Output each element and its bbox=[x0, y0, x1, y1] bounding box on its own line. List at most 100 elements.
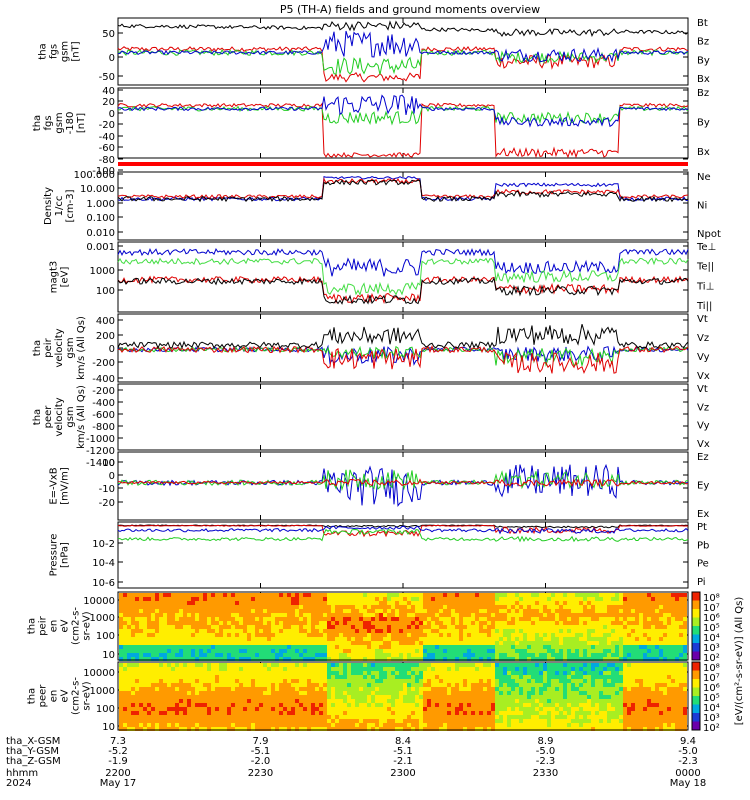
spectrogram-cell bbox=[243, 621, 247, 625]
spectrogram-cell bbox=[363, 601, 367, 605]
spectrogram-cell bbox=[127, 609, 131, 613]
spectrogram-cell bbox=[359, 723, 363, 727]
spectrogram-cell bbox=[447, 671, 451, 675]
spectrogram-cell bbox=[299, 683, 303, 687]
spectrogram-cell bbox=[511, 695, 515, 699]
spectrogram-cell bbox=[307, 699, 311, 703]
spectrogram-cell bbox=[143, 727, 147, 731]
spectrogram-cell bbox=[479, 657, 483, 661]
spectrogram-cell bbox=[235, 679, 239, 683]
spectrogram-cell bbox=[527, 649, 531, 653]
spectrogram-cell bbox=[179, 597, 183, 601]
spectrogram-cell bbox=[271, 715, 275, 719]
spectrogram-cell bbox=[431, 605, 435, 609]
spectrogram-cell bbox=[411, 641, 415, 645]
spectrogram-cell bbox=[499, 667, 503, 671]
spectrogram-cell bbox=[319, 679, 323, 683]
spectrogram-cell bbox=[247, 657, 251, 661]
spectrogram-cell bbox=[623, 695, 627, 699]
spectrogram-cell bbox=[579, 687, 583, 691]
spectrogram-cell bbox=[651, 641, 655, 645]
spectrogram-cell bbox=[215, 667, 219, 671]
spectrogram-cell bbox=[339, 657, 343, 661]
spectrogram-cell bbox=[359, 715, 363, 719]
spectrogram-cell bbox=[359, 597, 363, 601]
spectrogram-cell bbox=[551, 703, 555, 707]
spectrogram-cell bbox=[267, 723, 271, 727]
spectrogram-cell bbox=[219, 683, 223, 687]
y-tick-label: -10 bbox=[99, 484, 115, 495]
spectrogram-cell bbox=[343, 617, 347, 621]
spectrogram-cell bbox=[255, 657, 259, 661]
spectrogram-cell bbox=[291, 613, 295, 617]
spectrogram-cell bbox=[515, 645, 519, 649]
spectrogram-cell bbox=[439, 645, 443, 649]
series-Bt bbox=[117, 20, 689, 38]
spectrogram-cell bbox=[567, 605, 571, 609]
spectrogram-cell bbox=[203, 653, 207, 657]
spectrogram-cell bbox=[363, 699, 367, 703]
spectrogram-cell bbox=[395, 621, 399, 625]
spectrogram-cell bbox=[631, 649, 635, 653]
spectrogram-cell bbox=[227, 715, 231, 719]
spectrogram-cell bbox=[311, 641, 315, 645]
spectrogram-cell bbox=[471, 653, 475, 657]
spectrogram-cell bbox=[343, 663, 347, 667]
spectrogram-cell bbox=[475, 649, 479, 653]
spectrogram-cell bbox=[335, 653, 339, 657]
spectrogram-cell bbox=[203, 707, 207, 711]
spectrogram-cell bbox=[471, 609, 475, 613]
colorbar-tick: 10⁷ bbox=[703, 603, 720, 614]
spectrogram-cell bbox=[555, 683, 559, 687]
spectrogram-cell bbox=[567, 667, 571, 671]
spectrogram-cell bbox=[139, 601, 143, 605]
spectrogram-cell bbox=[551, 641, 555, 645]
spectrogram-cell bbox=[303, 679, 307, 683]
spectrogram-cell bbox=[451, 695, 455, 699]
spectrogram-cell bbox=[519, 711, 523, 715]
spectrogram-cell bbox=[379, 707, 383, 711]
spectrogram-cell bbox=[383, 683, 387, 687]
spectrogram-cell bbox=[643, 653, 647, 657]
spectrogram-cell bbox=[139, 641, 143, 645]
spectrogram-cell bbox=[211, 645, 215, 649]
spectrogram-cell bbox=[283, 601, 287, 605]
spectrogram-cell bbox=[463, 707, 467, 711]
spectrogram-cell bbox=[171, 703, 175, 707]
spectrogram-cell bbox=[219, 699, 223, 703]
spectrogram-cell bbox=[619, 667, 623, 671]
spectrogram-cell bbox=[539, 723, 543, 727]
spectrogram-cell bbox=[607, 633, 611, 637]
spectrogram-cell bbox=[499, 593, 503, 597]
spectrogram-cell bbox=[635, 625, 639, 629]
spectrogram-cell bbox=[411, 695, 415, 699]
spectrogram-cell bbox=[415, 645, 419, 649]
spectrogram-cell bbox=[627, 707, 631, 711]
spectrogram-cell bbox=[303, 683, 307, 687]
spectrogram-cell bbox=[303, 597, 307, 601]
spectrogram-cell bbox=[143, 593, 147, 597]
y-tick-label: 10 bbox=[102, 458, 115, 469]
spectrogram-cell bbox=[483, 691, 487, 695]
spectrogram-cell bbox=[499, 629, 503, 633]
spectrogram-cell bbox=[611, 711, 615, 715]
spectrogram-cell bbox=[299, 727, 303, 731]
legend-Bx: Bx bbox=[697, 147, 710, 158]
spectrogram-cell bbox=[215, 727, 219, 731]
legend-Pb: Pb bbox=[697, 540, 709, 551]
spectrogram-cell bbox=[243, 699, 247, 703]
legend-By: By bbox=[697, 55, 710, 66]
spectrogram-cell bbox=[431, 699, 435, 703]
spectrogram-cell bbox=[131, 613, 135, 617]
spectrogram-cell bbox=[371, 687, 375, 691]
spectrogram-cell bbox=[287, 695, 291, 699]
spectrogram-cell bbox=[399, 683, 403, 687]
spectrogram-cell bbox=[135, 711, 139, 715]
spectrogram-cell bbox=[243, 719, 247, 723]
spectrogram-cell bbox=[135, 723, 139, 727]
spectrogram-cell bbox=[355, 653, 359, 657]
spectrogram-cell bbox=[619, 637, 623, 641]
spectrogram-cell bbox=[359, 683, 363, 687]
spectrogram-cell bbox=[175, 625, 179, 629]
